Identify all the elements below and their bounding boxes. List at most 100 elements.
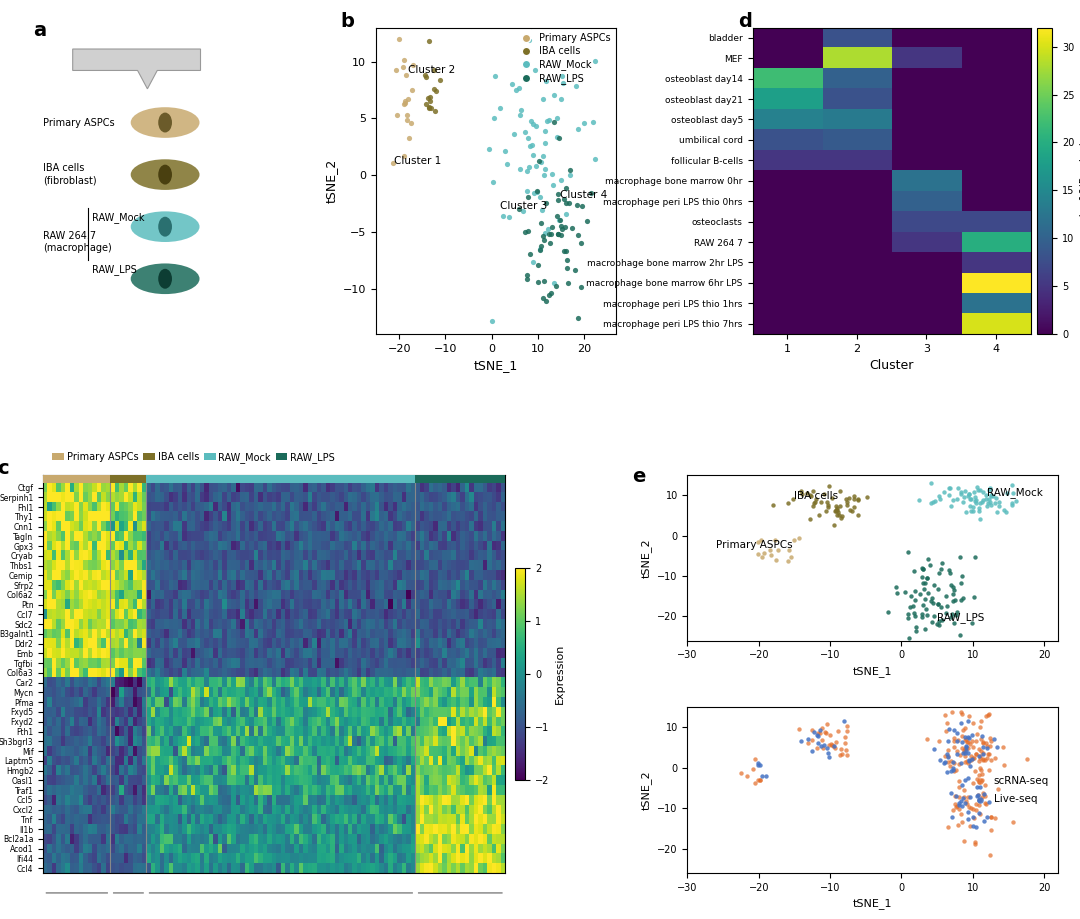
Point [1003,497,1021,512]
Point [941,487,958,502]
scRNA-seq [974,785,991,800]
Point [924,495,942,510]
Point [562,167,579,182]
Point [584,115,602,130]
Live-seq [939,747,956,762]
Point [953,575,970,590]
Point [483,314,500,329]
scRNA-seq [810,725,827,740]
Live-seq [946,723,963,738]
Point [761,543,779,558]
scRNA-seq [947,763,964,777]
scRNA-seq [837,730,854,744]
Point [486,69,503,84]
scRNA-seq [945,764,962,778]
Point [1008,494,1025,508]
Point [917,576,934,591]
scRNA-seq [950,789,968,804]
Point [899,545,916,560]
Point [933,613,950,628]
Point [508,83,525,97]
scRNA-seq [969,788,986,802]
scRNA-seq [959,789,976,804]
Point [534,203,551,218]
Live-seq [950,796,968,811]
Point [970,504,987,518]
Point [907,624,924,639]
Text: Cluster 1: Cluster 1 [394,155,442,165]
Live-seq [939,765,956,779]
Live-seq [971,793,988,808]
Point [427,104,444,119]
Live-seq [960,771,977,786]
Point [990,494,1008,509]
Live-seq [815,738,833,753]
Point [537,162,554,176]
Point [838,494,855,509]
Point [528,158,545,173]
Bar [416,475,505,482]
Point [968,493,985,507]
Point [931,618,948,632]
Point [949,492,967,506]
Point [889,585,906,600]
Point [395,149,413,164]
Point [962,499,980,514]
Point [846,489,863,504]
Point [905,598,922,613]
scRNA-seq [752,772,769,787]
Live-seq [958,740,975,754]
scRNA-seq [966,751,983,766]
Point [534,228,551,243]
Point [535,92,552,107]
Point [945,583,962,597]
scRNA-seq [962,753,980,767]
Point [1004,485,1022,500]
Point [946,593,963,607]
scRNA-seq [940,754,957,769]
Point [846,492,863,506]
scRNA-seq [963,733,981,748]
Live-seq [954,799,971,813]
Point [769,542,786,557]
Point [572,279,590,294]
Point [801,511,819,526]
Point [966,490,983,505]
scRNA-seq [950,780,968,795]
Point [806,495,823,510]
Live-seq [948,747,966,762]
scRNA-seq [950,756,968,771]
Point [982,488,999,503]
Point [543,167,561,182]
scRNA-seq [995,739,1012,754]
Point [939,598,956,613]
scRNA-seq [981,706,998,720]
scRNA-seq [981,747,998,762]
scRNA-seq [838,743,855,757]
Point [417,96,434,111]
Point [404,82,421,96]
scRNA-seq [839,719,856,733]
Point [503,77,521,92]
Point [518,164,536,178]
scRNA-seq [978,738,996,753]
Point [545,275,563,289]
scRNA-seq [949,818,967,833]
Point [929,617,946,631]
Point [519,131,537,146]
Point [832,510,849,525]
Point [505,126,523,141]
Point [524,148,541,163]
scRNA-seq [971,750,988,765]
scRNA-seq [968,772,985,787]
Point [820,498,837,513]
Live-seq [757,769,774,784]
Live-seq [961,759,978,774]
Point [999,485,1016,500]
Live-seq [978,741,996,755]
scRNA-seq [947,800,964,814]
Live-seq [956,796,973,811]
Live-seq [981,794,998,809]
Live-seq [964,809,982,823]
Live-seq [978,810,996,824]
